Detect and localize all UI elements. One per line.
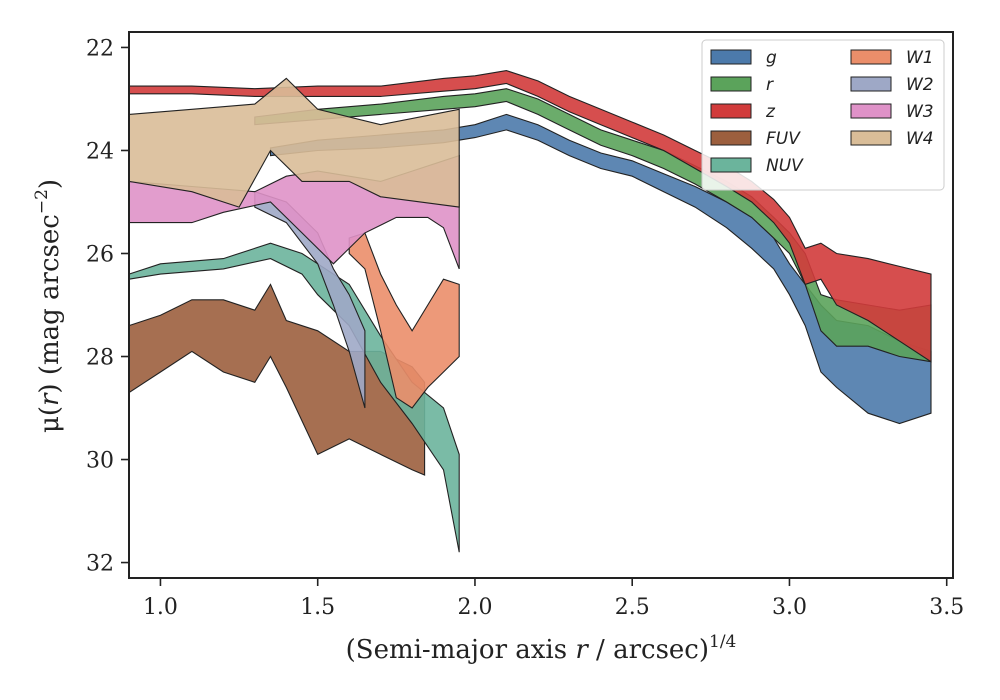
- legend-label-w4: W4: [906, 129, 934, 149]
- series-band-nuv: [128, 242, 460, 553]
- legend-label-r: r: [766, 75, 774, 95]
- y-tick-label: 22: [86, 36, 114, 61]
- legend-label-w2: W2: [906, 75, 934, 95]
- legend-swatch-nuv: [710, 157, 752, 173]
- legend-label-w1: W1: [906, 48, 934, 68]
- legend-swatch-g: [710, 49, 752, 65]
- legend-swatch-fuv: [710, 130, 752, 146]
- legend-swatch-z: [710, 103, 752, 119]
- legend-swatch-w1: [850, 49, 892, 65]
- y-tick-label: 32: [86, 552, 114, 577]
- legend-label-g: g: [766, 48, 777, 68]
- series-band-z: [128, 70, 932, 363]
- series-fills: [128, 70, 932, 553]
- legend-swatch-w2: [850, 76, 892, 92]
- x-axis-label: (Semi-major axis r / arcsec)1/4: [346, 632, 737, 665]
- x-tick-label: 2.5: [615, 595, 650, 620]
- legend-swatch-w3: [850, 103, 892, 119]
- y-tick-label: 28: [86, 346, 114, 371]
- legend-label-nuv: NUV: [766, 156, 804, 176]
- y-axis-label: μ(r) (mag arcsec−2): [32, 179, 65, 433]
- legend-swatch-r: [710, 76, 752, 92]
- x-tick-label: 1.5: [300, 595, 335, 620]
- series-band-fuv: [128, 283, 426, 476]
- legend-label-fuv: FUV: [766, 129, 801, 149]
- series-band-w4: [128, 77, 460, 208]
- x-tick-label: 3.5: [929, 595, 964, 620]
- legend: grz FUV NUV W1 W2 W3 W4: [701, 39, 945, 191]
- y-tick-label: 24: [86, 139, 114, 164]
- legend-label-w3: W3: [906, 102, 934, 122]
- y-tick-label: 26: [86, 242, 114, 267]
- x-tick-label: 2.0: [457, 595, 492, 620]
- series-band-w1: [348, 232, 460, 409]
- y-tick-label: 30: [86, 449, 114, 474]
- legend-label-z: z: [765, 102, 776, 122]
- x-tick-label: 1.0: [143, 595, 178, 620]
- x-tick-label: 3.0: [772, 595, 807, 620]
- plot-frame: [128, 31, 954, 579]
- legend-swatch-w4: [850, 130, 892, 146]
- axis-ticks: 1.0 1.5 2.0 2.5 3.0 3.5 22 24 26 28 30 32: [86, 36, 964, 620]
